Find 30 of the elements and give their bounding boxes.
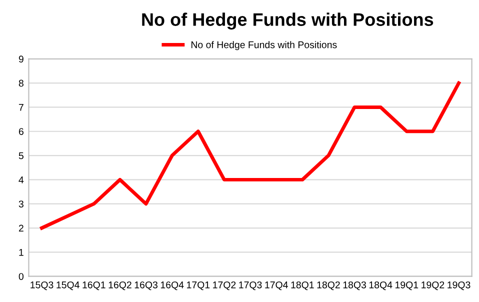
- x-tick-label: 18Q4: [369, 281, 392, 290]
- y-tick-label: 5: [18, 152, 24, 160]
- legend-label: No of Hedge Funds with Positions: [191, 41, 337, 50]
- x-tick-label: 17Q2: [213, 281, 236, 290]
- x-tick-label: 16Q1: [82, 281, 106, 290]
- x-tick-label: 18Q2: [317, 281, 340, 290]
- y-tick-label: 1: [19, 249, 24, 256]
- x-tick-label: 19Q2: [422, 281, 444, 290]
- x-tick-label: 17Q4: [265, 281, 288, 290]
- y-tick-label: 7: [18, 104, 24, 111]
- x-tick-label: 19Q3: [448, 281, 470, 290]
- x-tick-label: 15Q3: [30, 281, 54, 290]
- x-tick-label: 16Q3: [134, 281, 158, 290]
- x-tick-label: 15Q4: [56, 281, 80, 290]
- x-tick-label: 18Q3: [343, 281, 366, 290]
- x-tick-label: 16Q4: [160, 281, 184, 290]
- y-tick-label: 6: [18, 128, 24, 135]
- y-tick-label: 8: [18, 80, 24, 87]
- y-tick-label: 3: [18, 200, 24, 208]
- x-tick-label: 16Q2: [108, 281, 132, 290]
- x-tick-label: 17Q1: [187, 281, 210, 290]
- x-tick-label: 19Q1: [396, 281, 418, 290]
- x-tick-label: 17Q3: [239, 281, 262, 290]
- line-series: [40, 81, 461, 230]
- y-tick-label: 2: [18, 224, 24, 232]
- y-tick-label: 9: [18, 56, 24, 63]
- x-tick-label: 18Q1: [291, 281, 314, 290]
- y-tick-label: 4: [18, 176, 24, 184]
- y-tick-label: 0: [18, 273, 24, 280]
- chart-title: No of Hedge Funds with Positions: [142, 12, 434, 30]
